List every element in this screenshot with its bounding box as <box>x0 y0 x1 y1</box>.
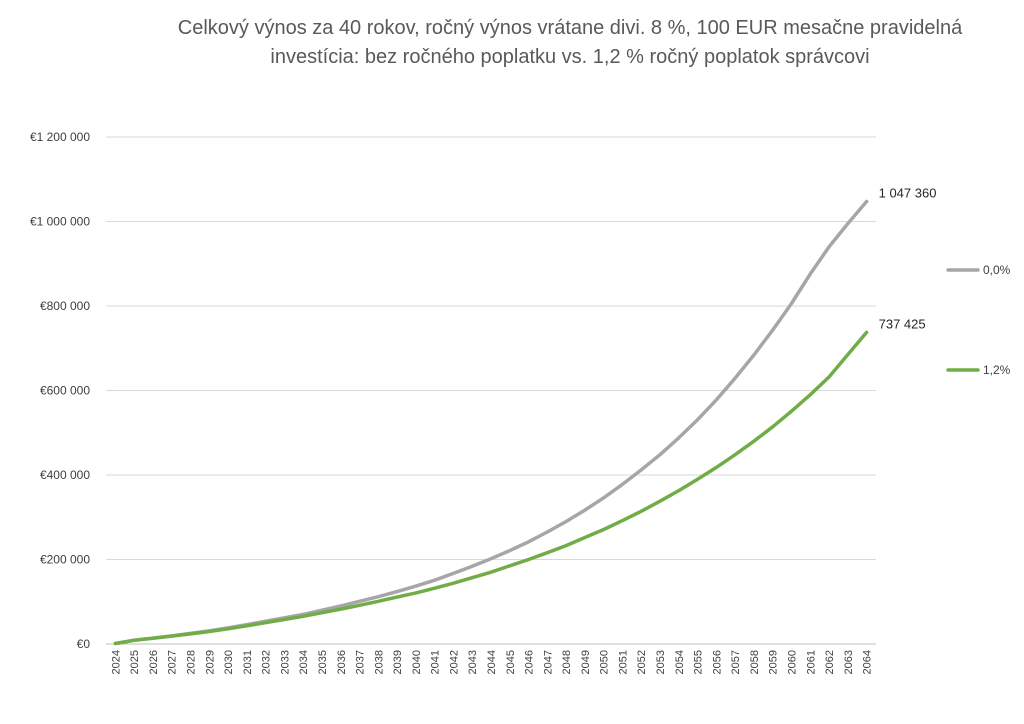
y-tick-label: €1 000 000 <box>30 215 90 229</box>
x-tick-label: 2047 <box>542 650 554 674</box>
y-axis: €0 €200 000 €400 000 €600 000 €800 000 €1 000… <box>30 130 90 651</box>
x-tick-label: 2043 <box>467 650 479 674</box>
x-tick-label: 2035 <box>317 650 329 674</box>
x-tick-label: 2024 <box>110 650 122 674</box>
x-tick-label: 2039 <box>392 650 404 674</box>
legend: 0,0% 1,2% <box>946 263 1011 377</box>
y-tick-label: €0 <box>77 637 91 651</box>
x-tick-label: 2030 <box>223 650 235 674</box>
legend-label: 1,2% <box>983 363 1011 377</box>
x-tick-label: 2048 <box>561 650 573 674</box>
x-tick-label: 2042 <box>448 650 460 674</box>
x-tick-label: 2040 <box>411 650 423 674</box>
series-line <box>113 330 869 646</box>
x-tick-label: 2057 <box>730 650 742 674</box>
x-tick-label: 2063 <box>843 650 855 674</box>
x-tick-label: 2026 <box>148 650 160 674</box>
x-tick-labels: 2024 2025 2026 2027 2028 2029 2030 2031 2032 2033… <box>110 650 873 674</box>
series-line <box>113 199 869 646</box>
x-tick-label: 2064 <box>862 650 874 674</box>
x-tick-label: 2051 <box>617 650 629 674</box>
legend-label: 0,0% <box>983 263 1011 277</box>
x-tick-label: 2031 <box>242 650 254 674</box>
x-tick-label: 2036 <box>336 650 348 674</box>
x-tick-label: 2050 <box>599 650 611 674</box>
x-tick-label: 2038 <box>373 650 385 674</box>
x-tick-label: 2049 <box>580 650 592 674</box>
x-tick-label: 2054 <box>674 650 686 674</box>
x-tick-label: 2044 <box>486 650 498 674</box>
x-tick-label: 2028 <box>186 650 198 674</box>
x-tick-label: 2046 <box>524 650 536 674</box>
end-label: 1 047 360 <box>879 185 937 200</box>
x-tick-label: 2056 <box>711 650 723 674</box>
y-tick-label: €1 200 000 <box>30 130 90 144</box>
x-tick-label: 2037 <box>355 650 367 674</box>
series-lines <box>113 199 869 646</box>
x-tick-label: 2045 <box>505 650 517 674</box>
chart-title: Celkový výnos za 40 rokov, ročný výnos v… <box>177 17 963 68</box>
x-tick-label: 2052 <box>636 650 648 674</box>
x-tick-label: 2033 <box>279 650 291 674</box>
y-tick-label: €600 000 <box>40 384 90 398</box>
x-tick-label: 2061 <box>805 650 817 674</box>
x-tick-label: 2060 <box>786 650 798 674</box>
x-tick-label: 2027 <box>167 650 179 674</box>
y-tick-label: €200 000 <box>40 553 90 567</box>
x-tick-label: 2029 <box>204 650 216 674</box>
x-tick-label: 2025 <box>129 650 141 674</box>
x-tick-label: 2032 <box>261 650 273 674</box>
end-labels: 1 047 360 737 425 <box>879 185 937 331</box>
x-tick-label: 2055 <box>693 650 705 674</box>
y-tick-label: €800 000 <box>40 299 90 313</box>
x-tick-label: 2058 <box>749 650 761 674</box>
x-tick-label: 2034 <box>298 650 310 674</box>
x-tick-label: 2053 <box>655 650 667 674</box>
y-tick-label: €400 000 <box>40 468 90 482</box>
end-label: 737 425 <box>879 316 926 331</box>
x-tick-label: 2059 <box>768 650 780 674</box>
x-tick-label: 2041 <box>430 650 442 674</box>
x-tick-label: 2062 <box>824 650 836 674</box>
